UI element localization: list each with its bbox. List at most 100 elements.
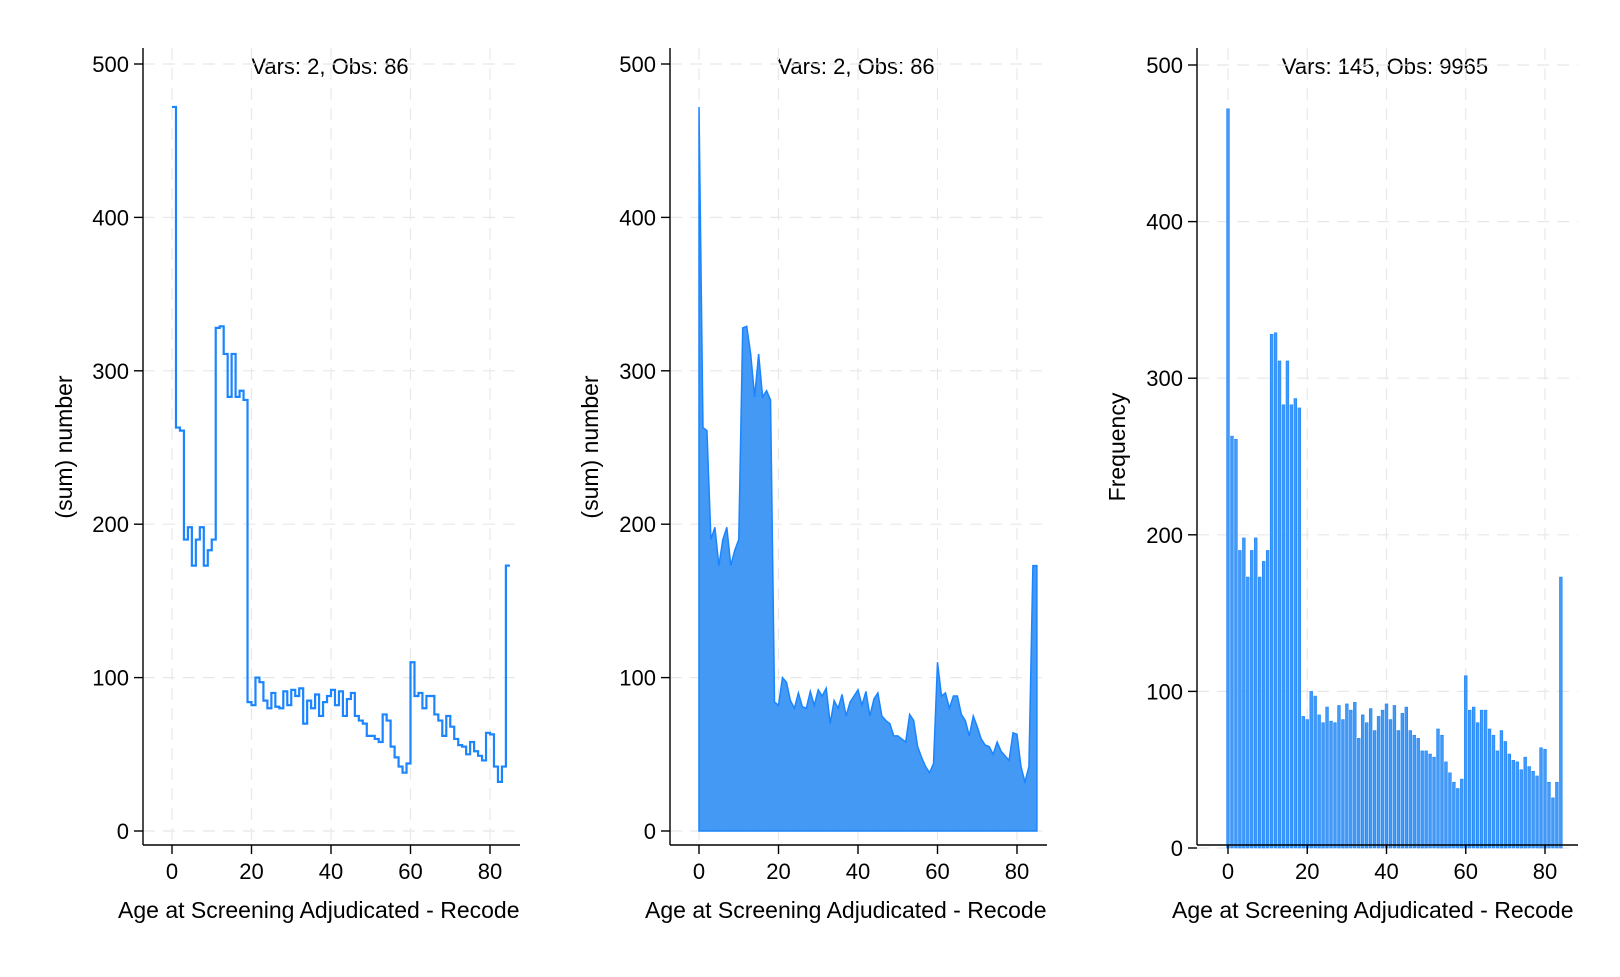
- histogram-bar: [1460, 778, 1464, 849]
- histogram-bar: [1523, 756, 1527, 849]
- histogram-bar: [1416, 738, 1420, 849]
- x-axis-label: Age at Screening Adjudicated - Recode: [118, 897, 520, 923]
- histogram-bar: [1479, 709, 1484, 849]
- histogram-bar: [1254, 537, 1258, 849]
- histogram-bar: [1531, 770, 1535, 849]
- histogram-bar: [1368, 708, 1373, 849]
- histogram-bar: [1277, 360, 1282, 849]
- histogram-bar: [1281, 404, 1286, 849]
- x-tick-label: 20: [766, 859, 790, 884]
- x-tick-label: 80: [478, 859, 502, 884]
- series-step-line: [172, 105, 510, 784]
- histogram-bar: [1230, 435, 1234, 849]
- histogram-bar: [1329, 720, 1333, 849]
- y-tick-label: 400: [1146, 210, 1183, 235]
- histogram-bar: [1301, 716, 1305, 849]
- histogram-bar: [1475, 722, 1480, 849]
- histogram-bar: [1285, 360, 1290, 849]
- x-axis-label: Age at Screening Adjudicated - Recode: [645, 897, 1047, 923]
- histogram-bar: [1372, 730, 1377, 849]
- panel-title: Vars: 2, Obs: 86: [777, 54, 934, 79]
- histogram-bar: [1289, 404, 1294, 849]
- histogram-bar: [1507, 753, 1512, 849]
- y-tick-label: 100: [92, 666, 129, 691]
- histogram-bar: [1448, 772, 1452, 849]
- histogram-bar: [1432, 756, 1436, 849]
- histogram-bar: [1337, 705, 1341, 849]
- histogram-bar: [1345, 703, 1349, 849]
- series-area: [698, 106, 1038, 832]
- x-axis-label: Age at Screening Adjudicated - Recode: [1172, 897, 1574, 923]
- histogram-bar: [1527, 766, 1531, 849]
- histogram-bar: [1388, 719, 1393, 849]
- y-tick-label: 300: [1146, 366, 1183, 391]
- histogram-bar: [1376, 716, 1381, 849]
- y-tick-label: 500: [1146, 53, 1183, 78]
- histogram-bar: [1309, 691, 1313, 849]
- histogram-bar: [1246, 576, 1250, 849]
- histogram-bar: [1420, 750, 1424, 849]
- x-tick-label: 20: [1295, 859, 1319, 884]
- histogram-bar: [1404, 706, 1408, 849]
- histogram-bar: [1499, 730, 1504, 849]
- histogram-bar: [1440, 734, 1444, 849]
- y-tick-label: 0: [117, 819, 129, 844]
- x-tick-label: 0: [1222, 859, 1234, 884]
- histogram-bar: [1400, 713, 1405, 849]
- y-axis-label: (sum) number: [51, 375, 77, 518]
- y-tick-label: 0: [1171, 836, 1183, 861]
- histogram-bar: [1305, 719, 1309, 849]
- histogram-bar: [1487, 728, 1492, 849]
- x-tick-label: 80: [1005, 859, 1029, 884]
- y-tick-label: 400: [92, 205, 129, 230]
- histogram-bar: [1483, 709, 1488, 849]
- panel-histogram: Vars: 145, Obs: 9965 Age at Screening Ad…: [1104, 48, 1578, 923]
- histogram-bar: [1396, 730, 1401, 849]
- histogram-bar: [1234, 438, 1238, 849]
- histogram-bar: [1491, 734, 1496, 849]
- histogram-bar: [1519, 769, 1523, 849]
- y-tick-label: 300: [92, 359, 129, 384]
- histogram-bar: [1357, 738, 1361, 849]
- y-axis-label: (sum) number: [577, 375, 603, 518]
- histogram-bar: [1543, 749, 1547, 849]
- x-tick-label: 60: [1454, 859, 1478, 884]
- histogram-bar: [1468, 709, 1472, 849]
- histogram-bar: [1495, 750, 1500, 849]
- histogram-bar: [1313, 695, 1317, 849]
- histogram-bar: [1408, 730, 1412, 849]
- histogram-bar: [1265, 550, 1270, 849]
- x-tick-label: 0: [693, 859, 705, 884]
- x-tick-label: 40: [319, 859, 343, 884]
- histogram-bar: [1238, 550, 1242, 849]
- panel-area-plot: Vars: 2, Obs: 86 Age at Screening Adjudi…: [577, 48, 1047, 923]
- histogram-bar: [1261, 561, 1266, 849]
- y-tick-label: 200: [619, 512, 656, 537]
- histogram-bar: [1258, 576, 1262, 849]
- histogram-bar: [1250, 550, 1254, 849]
- histogram-bar: [1317, 714, 1321, 849]
- histogram-bar: [1515, 761, 1519, 849]
- y-tick-label: 500: [92, 52, 129, 77]
- histogram-bar: [1444, 761, 1448, 849]
- histogram-bar: [1424, 750, 1428, 849]
- x-tick-label: 80: [1533, 859, 1557, 884]
- x-tick-label: 40: [1374, 859, 1398, 884]
- histogram-bar: [1242, 537, 1246, 849]
- panel-title: Vars: 145, Obs: 9965: [1282, 54, 1488, 79]
- histogram-bar: [1361, 714, 1365, 849]
- histogram-bar: [1551, 797, 1555, 849]
- histogram-bar: [1333, 722, 1337, 849]
- histogram-bar: [1325, 706, 1329, 849]
- y-tick-label: 100: [619, 666, 656, 691]
- x-tick-label: 0: [166, 859, 178, 884]
- histogram-bar: [1297, 407, 1302, 849]
- histogram-bar: [1535, 775, 1539, 849]
- y-tick-label: 0: [644, 819, 656, 844]
- histogram-bar: [1452, 781, 1456, 849]
- y-tick-label: 500: [619, 52, 656, 77]
- histogram-bar: [1365, 722, 1369, 849]
- panel-title: Vars: 2, Obs: 86: [251, 54, 408, 79]
- y-axis-label: Frequency: [1104, 392, 1130, 501]
- histogram-bar: [1349, 709, 1353, 849]
